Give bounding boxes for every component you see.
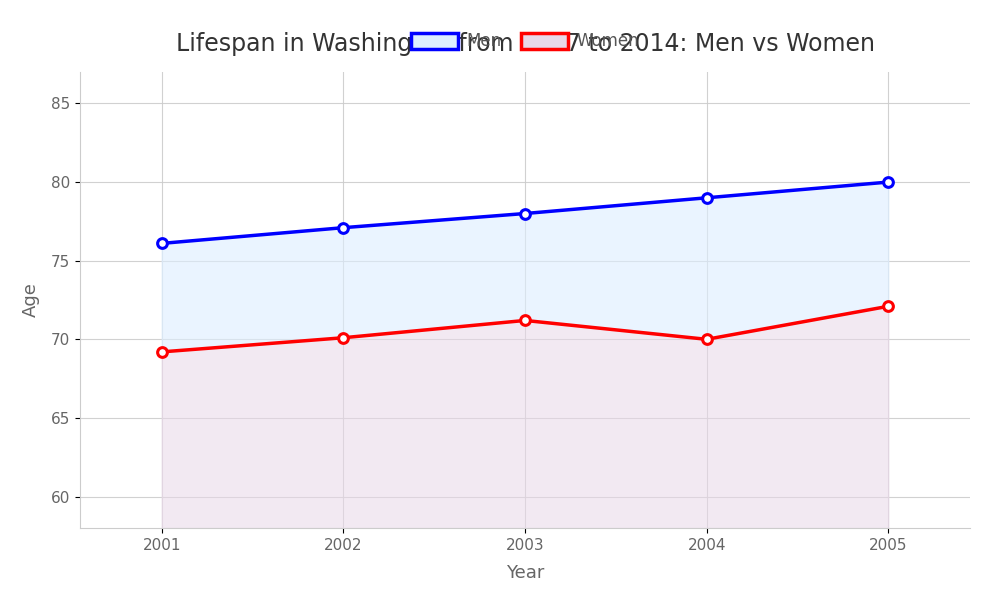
- Legend: Men, Women: Men, Women: [404, 26, 646, 57]
- Y-axis label: Age: Age: [22, 283, 40, 317]
- X-axis label: Year: Year: [506, 564, 544, 582]
- Title: Lifespan in Washington from 1967 to 2014: Men vs Women: Lifespan in Washington from 1967 to 2014…: [176, 32, 874, 56]
